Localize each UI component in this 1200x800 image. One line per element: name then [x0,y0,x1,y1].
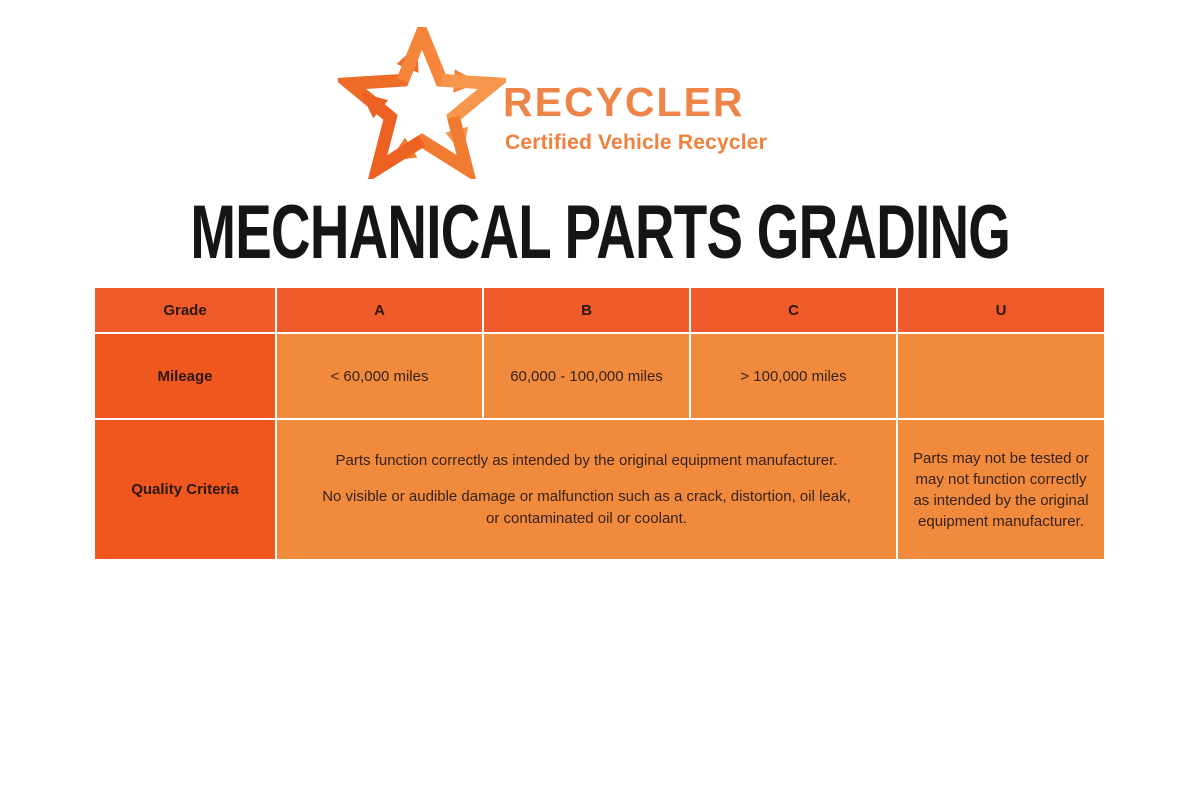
quality-criteria-abc: Parts function correctly as intended by … [277,420,896,559]
recycler-star-logo-icon [338,27,506,179]
mileage-grade-b: 60,000 - 100,000 miles [484,334,689,418]
logo-header: RECYCLER Certified Vehicle Recycler [0,0,1200,180]
quality-criteria-abc-line2: No visible or audible damage or malfunct… [322,487,851,527]
quality-criteria-abc-line1: Parts function correctly as intended by … [335,451,838,469]
page-title: MECHANICAL PARTS GRADING [190,190,1010,275]
header-grade: Grade [95,288,275,332]
mileage-grade-c: > 100,000 miles [691,334,896,418]
row-label-quality-criteria: Quality Criteria [95,420,275,559]
mileage-grade-a: < 60,000 miles [277,334,482,418]
grading-table: Grade A B C U Mileage < 60,000 miles 60,… [95,288,1104,559]
title-container: MECHANICAL PARTS GRADING [0,194,1200,272]
quality-criteria-u: Parts may not be tested or may not funct… [898,420,1104,559]
row-label-mileage: Mileage [95,334,275,418]
header-grade-u: U [898,288,1104,332]
header-grade-a: A [277,288,482,332]
mileage-grade-u [898,334,1104,418]
header-grade-b: B [484,288,689,332]
brand-name: RECYCLER [503,79,745,125]
brand-tagline: Certified Vehicle Recycler [505,131,767,154]
header-grade-c: C [691,288,896,332]
